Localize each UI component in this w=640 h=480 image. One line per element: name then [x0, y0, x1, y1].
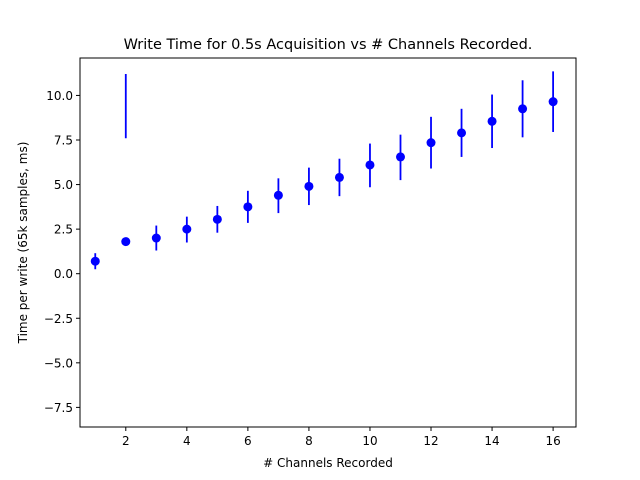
data-point — [212, 214, 222, 224]
x-tick-label: 16 — [545, 434, 560, 448]
x-tick-label: 12 — [423, 434, 438, 448]
data-point — [487, 116, 497, 126]
data-point — [548, 97, 558, 107]
x-tick-label: 10 — [362, 434, 377, 448]
data-point — [426, 138, 436, 148]
plot-frame — [79, 57, 577, 428]
data-point — [518, 104, 528, 114]
plot-area — [90, 71, 558, 270]
y-axis: −7.5 −5.0 −2.5 0.0 2.5 5.0 7.5 10.0 — [44, 89, 80, 415]
x-axis: 2 4 6 8 10 12 14 16 — [122, 427, 561, 448]
data-point — [304, 181, 314, 191]
data-point — [334, 172, 344, 182]
data-point — [182, 224, 192, 234]
x-axis-title: # Channels Recorded — [263, 456, 393, 470]
y-tick-label: 0.0 — [54, 267, 73, 281]
data-point — [151, 233, 161, 243]
data-point — [90, 256, 100, 266]
y-tick-label: 5.0 — [54, 178, 73, 192]
x-tick-label: 4 — [183, 434, 191, 448]
y-tick-label: −5.0 — [44, 356, 73, 370]
data-point — [243, 202, 253, 212]
data-point — [395, 152, 405, 162]
data-point — [273, 190, 283, 200]
data-point — [457, 128, 467, 138]
y-tick-label: 2.5 — [54, 223, 73, 237]
y-axis-title: Time per write (65k samples, ms) — [16, 142, 30, 345]
y-tick-label: −2.5 — [44, 312, 73, 326]
y-tick-label: 10.0 — [46, 89, 73, 103]
data-point — [121, 237, 131, 247]
y-tick-label: 7.5 — [54, 134, 73, 148]
y-tick-label: −7.5 — [44, 401, 73, 415]
x-tick-label: 6 — [244, 434, 252, 448]
x-tick-label: 8 — [305, 434, 313, 448]
data-point — [365, 160, 375, 170]
x-tick-label: 14 — [484, 434, 499, 448]
x-tick-label: 2 — [122, 434, 130, 448]
chart-title: Write Time for 0.5s Acquisition vs # Cha… — [124, 37, 533, 53]
